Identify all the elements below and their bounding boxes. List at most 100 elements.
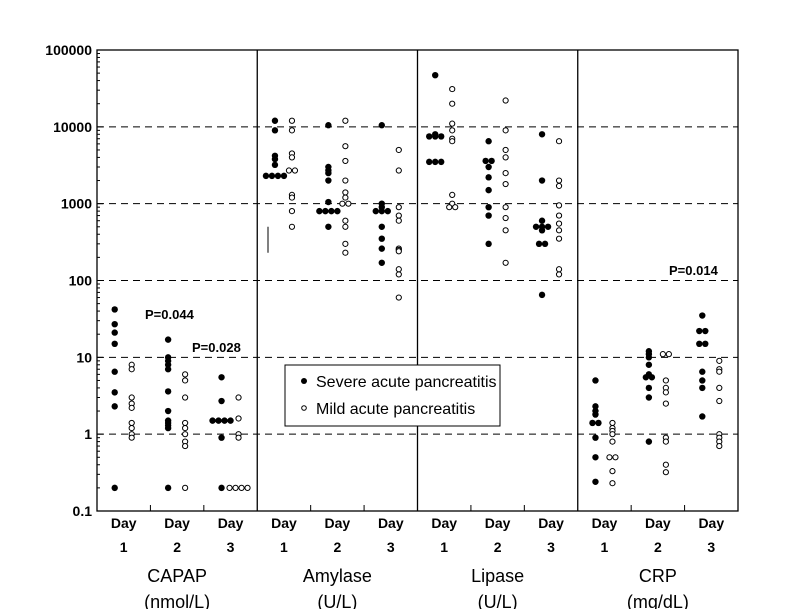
point-mild: [555, 266, 563, 273]
day-label: Day: [538, 515, 564, 531]
day-number: 1: [440, 539, 448, 555]
point-mild: [449, 127, 456, 134]
point-mild: [339, 200, 346, 207]
day-label: Day: [111, 515, 137, 531]
point-mild: [285, 167, 293, 174]
panel-unit: (mg/dL): [627, 592, 689, 609]
day-number: 2: [333, 539, 341, 555]
annotations: P=0.044 P=0.028 P=0.014: [145, 263, 719, 355]
point-mild: [449, 138, 456, 145]
point-severe: [699, 384, 706, 392]
point-mild: [342, 177, 349, 184]
point-severe: [485, 240, 492, 248]
point-mild: [502, 204, 509, 211]
legend-mild-label: Mild acute pancreatitis: [316, 401, 475, 418]
point-mild: [395, 204, 402, 211]
point-mild: [662, 438, 669, 445]
point-severe: [111, 484, 118, 492]
point-mild: [182, 431, 189, 438]
point-mild: [342, 157, 349, 165]
legend-severe-label: Severe acute pancreatitis: [316, 374, 497, 391]
point-severe: [485, 186, 492, 194]
point-mild: [182, 484, 189, 491]
y-tick-label: 100000: [45, 42, 92, 58]
point-severe: [325, 177, 332, 184]
point-mild: [128, 366, 135, 373]
point-mild: [182, 394, 189, 401]
point-mild: [502, 214, 509, 222]
point-mild: [452, 204, 459, 211]
point-mild: [555, 138, 563, 145]
point-mild: [395, 266, 402, 273]
point-severe: [322, 207, 329, 215]
point-severe: [532, 223, 540, 230]
point-mild: [342, 189, 349, 196]
point-severe: [378, 259, 385, 266]
point-severe: [541, 240, 549, 248]
y-tick-label: 1: [84, 426, 92, 442]
point-severe: [218, 434, 225, 441]
point-mild: [182, 424, 189, 432]
point-severe: [164, 366, 172, 373]
p-value-label: P=0.014: [669, 263, 719, 278]
point-mild: [555, 235, 563, 242]
point-mild: [235, 434, 242, 441]
point-mild: [235, 415, 242, 422]
day-number: 1: [601, 539, 609, 555]
day-label: Day: [271, 515, 297, 531]
point-mild: [128, 434, 135, 441]
legend: Severe acute pancreatitis Mild acute pan…: [284, 364, 501, 427]
point-mild: [291, 167, 299, 174]
point-severe: [699, 377, 706, 384]
point-mild: [662, 469, 669, 476]
point-severe: [589, 419, 596, 427]
point-severe: [485, 163, 492, 171]
point-mild: [342, 117, 349, 124]
point-severe: [645, 354, 653, 361]
point-mild: [449, 100, 456, 107]
day-label: Day: [645, 515, 671, 531]
point-mild: [128, 424, 135, 432]
y-tick-label: 0.1: [73, 503, 93, 519]
point-severe: [538, 177, 546, 184]
day-label: Day: [164, 515, 190, 531]
point-severe: [645, 438, 653, 445]
point-mild: [606, 454, 613, 461]
point-severe: [262, 172, 270, 180]
day-number: 2: [173, 539, 181, 555]
point-mild: [609, 438, 616, 445]
point-severe: [432, 133, 439, 140]
point-severe: [215, 417, 222, 424]
point-mild: [502, 227, 509, 234]
point-mild: [288, 194, 296, 201]
point-severe: [592, 478, 599, 485]
point-mild: [182, 377, 189, 384]
panel-name: Lipase: [471, 566, 524, 586]
day-number: 3: [227, 539, 235, 555]
day-number: 3: [707, 539, 715, 555]
point-severe: [271, 117, 279, 124]
point-severe: [111, 306, 118, 313]
point-mild: [288, 127, 296, 134]
panel-name: CRP: [639, 566, 677, 586]
point-severe: [164, 424, 172, 432]
point-severe: [274, 172, 282, 180]
point-severe: [372, 207, 379, 215]
point-mild: [659, 351, 666, 358]
point-mild: [502, 154, 509, 161]
point-severe: [699, 413, 706, 420]
point-mild: [555, 271, 563, 278]
point-mild: [555, 202, 563, 209]
point-severe: [111, 340, 118, 348]
point-severe: [280, 172, 288, 180]
point-mild: [502, 259, 509, 266]
point-severe: [271, 155, 279, 163]
legend-mild-marker: [301, 405, 307, 411]
point-mild: [235, 394, 242, 401]
point-mild: [449, 191, 456, 199]
day-label: Day: [431, 515, 457, 531]
point-severe: [485, 174, 492, 181]
point-severe: [482, 157, 489, 165]
point-mild: [555, 227, 563, 234]
